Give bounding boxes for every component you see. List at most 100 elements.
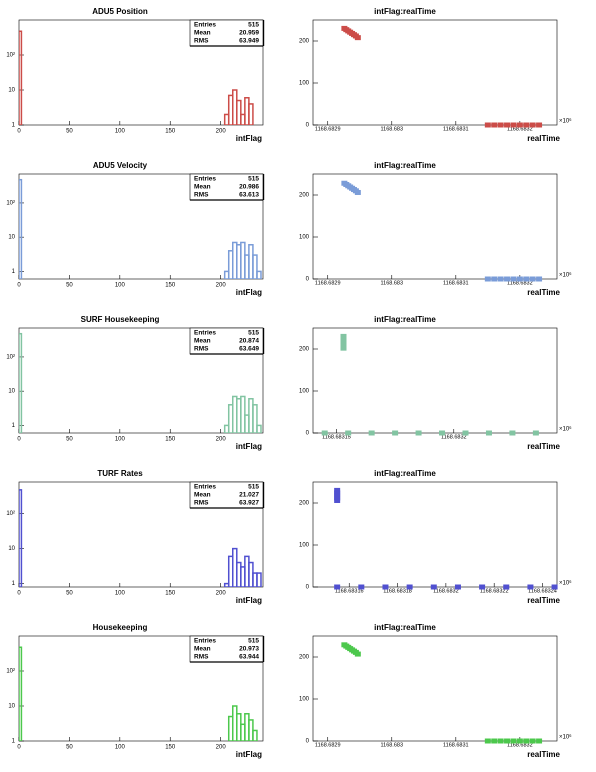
scatter-panel: intFlag:realTime 1168.6829 1168.683 1168.68…: [299, 161, 572, 297]
histogram-panel: SURF Housekeeping 0 50 100 150 200 1 10 10² Entri…: [6, 315, 265, 451]
frame: [312, 481, 558, 588]
x-tick-label: 200: [216, 437, 227, 443]
x-tick-label: 0: [17, 745, 21, 751]
point: [340, 345, 347, 351]
stats-box: [189, 635, 264, 663]
point: [491, 276, 498, 282]
stats-value: 515: [248, 176, 259, 183]
stats-label: Entries: [194, 176, 216, 183]
bin: [19, 30, 23, 125]
y-tick-label: 0: [306, 277, 310, 283]
x-tick-label: 1168.6832: [433, 588, 459, 594]
x-axis-label: realTime: [527, 288, 560, 297]
x-axis-label: intFlag: [236, 288, 262, 297]
point: [504, 276, 511, 282]
point: [536, 738, 543, 744]
point: [479, 584, 486, 590]
point: [503, 584, 510, 590]
y-tick-label: 10²: [6, 355, 15, 361]
bin: [19, 332, 23, 433]
stats-box: [189, 327, 264, 355]
scatter-panel: intFlag:realTime 1168.6829 1168.683 1168.68…: [299, 623, 572, 759]
y-tick-label: 10²: [6, 201, 15, 207]
panel-title: ADU5 Position: [92, 7, 148, 16]
stats-label: Mean: [194, 646, 211, 653]
x-tick-label: 1168.68322: [480, 588, 509, 594]
point: [354, 189, 361, 195]
x-exponent: ×10⁶: [559, 426, 572, 433]
point: [523, 738, 530, 744]
panel-title: Housekeeping: [93, 623, 148, 632]
y-tick-label: 200: [299, 347, 310, 353]
stats-box: [189, 481, 264, 509]
stats-value: 515: [248, 330, 259, 337]
point: [536, 276, 543, 282]
frame: [312, 635, 558, 742]
x-tick-label: 1168.6831: [443, 280, 469, 286]
bars: [19, 178, 262, 279]
x-tick-label: 1168.68324: [528, 588, 557, 594]
x-tick-label: 150: [165, 283, 176, 289]
y-tick-label: 10²: [6, 53, 15, 59]
panel-title: intFlag:realTime: [374, 623, 436, 632]
x-tick-label: 50: [66, 591, 73, 597]
point: [334, 487, 341, 493]
x-tick-label: 0: [17, 129, 21, 135]
x-axis-label: intFlag: [236, 596, 262, 605]
panel-title: ADU5 Velocity: [93, 161, 148, 170]
point: [551, 584, 558, 590]
frame: [312, 327, 558, 434]
bin: [252, 254, 258, 279]
stats-value: 63.613: [239, 192, 259, 199]
y-tick-label: 1: [12, 123, 16, 129]
y-tick-label: 200: [299, 193, 310, 199]
frame: [312, 19, 558, 126]
bin: [256, 572, 262, 587]
y-tick-label: 10: [8, 235, 15, 241]
point: [484, 276, 491, 282]
bin: [252, 404, 258, 433]
panel-title: intFlag:realTime: [374, 469, 436, 478]
stats-value: 63.944: [239, 654, 259, 661]
y-tick-label: 100: [299, 81, 310, 87]
stats-value: 515: [248, 638, 259, 645]
point: [504, 122, 511, 128]
x-tick-label: 1168.68318: [383, 588, 412, 594]
y-tick-label: 100: [299, 697, 310, 703]
point: [334, 495, 341, 501]
point: [509, 430, 516, 436]
point: [516, 738, 523, 744]
point: [529, 276, 536, 282]
x-tick-label: 0: [17, 283, 21, 289]
stats-value: 515: [248, 484, 259, 491]
x-tick-label: 50: [66, 437, 73, 443]
y-tick-label: 1: [12, 423, 16, 429]
stats-label: RMS: [194, 346, 209, 353]
x-exponent: ×10⁶: [559, 118, 572, 125]
x-tick-label: 1168.6832: [507, 742, 533, 748]
point: [536, 122, 543, 128]
x-tick-label: 150: [165, 745, 176, 751]
point: [532, 430, 539, 436]
stats-label: RMS: [194, 192, 209, 199]
x-tick-label: 150: [165, 129, 176, 135]
x-tick-label: 1168.6831: [443, 742, 469, 748]
x-axis-label: realTime: [527, 750, 560, 759]
x-tick-label: 1168.6829: [315, 742, 341, 748]
x-axis-label: intFlag: [236, 442, 262, 451]
histogram-panel: Housekeeping 0 50 100 150 200 1 10 10² Entries 515…: [6, 623, 265, 759]
point: [527, 584, 534, 590]
stats-label: Mean: [194, 492, 211, 499]
x-tick-label: 150: [165, 437, 176, 443]
x-tick-label: 50: [66, 745, 73, 751]
y-tick-label: 200: [299, 501, 310, 507]
histogram-panel: TURF Rates 0 50 100 150 200 1 10 10² Entries 515 Me…: [6, 469, 265, 605]
x-axis-label: intFlag: [236, 134, 262, 143]
x-tick-label: 1168.6832: [507, 126, 533, 132]
stats-value: 20.874: [239, 338, 259, 345]
x-tick-label: 1168.68316: [335, 588, 364, 594]
stats-label: RMS: [194, 654, 209, 661]
x-tick-label: 1168.683: [380, 126, 403, 132]
x-axis-label: intFlag: [236, 750, 262, 759]
stats-label: Mean: [194, 184, 211, 191]
